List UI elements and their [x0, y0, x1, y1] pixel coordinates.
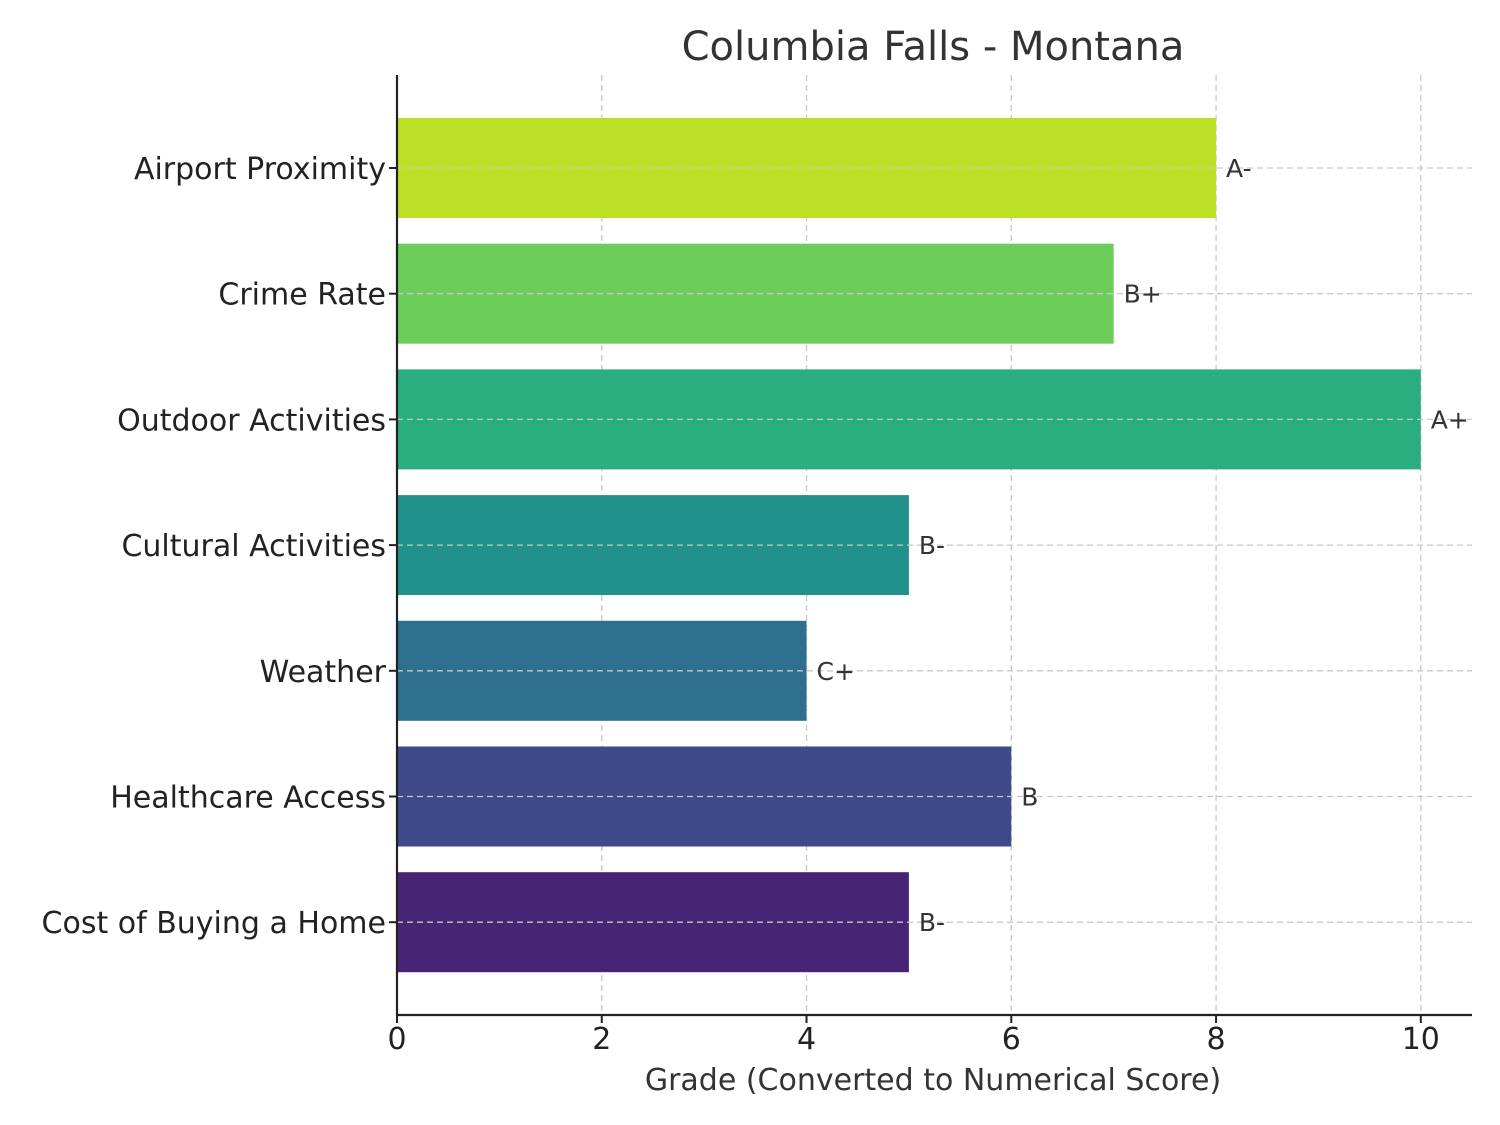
data-label: A-	[1226, 154, 1252, 183]
chart-title: Columbia Falls - Montana	[682, 24, 1185, 70]
data-label: B	[1021, 783, 1038, 812]
data-label: A+	[1431, 405, 1469, 434]
data-label: B-	[919, 908, 945, 937]
category-label: Airport Proximity	[134, 152, 386, 187]
data-label: B+	[1124, 280, 1162, 309]
category-label: Crime Rate	[218, 278, 386, 313]
data-label: C+	[817, 657, 855, 686]
x-tick-label: 8	[1207, 1022, 1226, 1057]
data-label: B-	[919, 531, 945, 560]
horizontal-gridlines	[397, 167, 1472, 923]
x-tick-label: 0	[387, 1022, 406, 1057]
category-label: Cultural Activities	[121, 529, 386, 564]
category-label: Weather	[260, 655, 387, 690]
x-axis-title: Grade (Converted to Numerical Score)	[645, 1063, 1221, 1098]
category-label: Cost of Buying a Home	[42, 906, 386, 941]
category-label: Outdoor Activities	[117, 403, 386, 438]
bar	[397, 243, 1114, 344]
x-tick-label: 2	[592, 1022, 611, 1057]
x-tick-label: 10	[1402, 1022, 1440, 1057]
x-tick-label: 6	[1002, 1022, 1021, 1057]
data-labels: A- B+ A+ B- C+ B B-	[817, 154, 1469, 937]
category-label: Healthcare Access	[110, 781, 386, 816]
x-tick-label: 4	[797, 1022, 816, 1057]
axes: Airport Proximity Crime Rate Outdoor Activ…	[42, 75, 1472, 1057]
